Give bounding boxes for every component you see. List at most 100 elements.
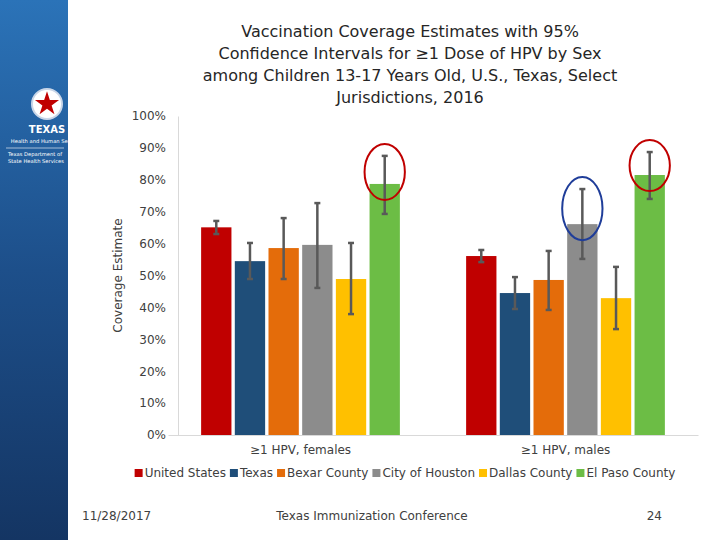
y-tick: 60%	[139, 237, 178, 251]
series	[268, 218, 563, 435]
bar	[466, 256, 496, 435]
legend-item: Bexar County	[277, 466, 368, 480]
series	[370, 152, 665, 435]
highlight-ellipse	[365, 144, 405, 200]
error-bar-cap	[247, 242, 253, 245]
x-axis-line	[169, 435, 699, 436]
y-axis: 0% 10% 20% 30% 40% 50% 60% 70% 80% 90% 100%	[132, 109, 179, 442]
y-tick: 20%	[139, 365, 178, 379]
logo: TEXAS Health and Human Services Texas Depa…	[6, 89, 83, 164]
legend-swatch	[372, 469, 380, 477]
error-bar	[579, 189, 585, 259]
error-bar-cap	[281, 278, 287, 281]
series	[302, 189, 597, 435]
x-axis: ≥1 HPV, females ≥1 HPV, males	[169, 435, 699, 457]
logo-agency: Health and Human Services	[11, 138, 84, 144]
error-bar-cap	[613, 328, 619, 331]
error-bar-stem	[547, 251, 550, 310]
legend-item: Texas	[230, 466, 273, 480]
error-bar-cap	[213, 220, 219, 223]
legend-swatch	[576, 469, 584, 477]
legend-swatch	[277, 469, 285, 477]
y-axis-line	[178, 117, 179, 436]
error-bar-stem	[514, 277, 517, 309]
y-tick: 30%	[139, 333, 178, 347]
error-bar-cap	[314, 202, 320, 205]
error-bar	[314, 203, 320, 288]
error-bar-cap	[579, 188, 585, 191]
legend-label: Bexar County	[287, 466, 368, 480]
error-bar	[512, 277, 518, 309]
error-bar-cap	[382, 155, 388, 158]
y-tick: 50%	[139, 269, 178, 283]
error-bar-stem	[249, 243, 252, 279]
page-number: 24	[647, 509, 662, 523]
error-bar-cap	[314, 287, 320, 290]
bar	[370, 184, 400, 435]
logo-rule	[6, 148, 64, 149]
error-bar-stem	[383, 156, 386, 214]
y-tick: 80%	[139, 173, 178, 187]
bar	[235, 261, 265, 435]
legend-label: City of Houston	[382, 466, 475, 480]
error-bar-stem	[215, 221, 218, 234]
legend-label: El Paso County	[586, 466, 675, 480]
y-tick-label: 70%	[139, 205, 166, 219]
legend-item: Dallas County	[479, 466, 572, 480]
bar	[201, 227, 231, 435]
bar	[635, 175, 665, 435]
logo-star	[35, 91, 59, 114]
y-tick-label: 40%	[139, 301, 166, 315]
error-bar	[546, 251, 552, 310]
y-tick: 40%	[139, 301, 178, 315]
y-tick: 10%	[139, 396, 178, 410]
error-bar-stem	[480, 250, 483, 262]
footer-event: Texas Immunization Conference	[275, 509, 467, 523]
y-tick-label: 80%	[139, 173, 166, 187]
legend-swatch	[230, 469, 238, 477]
error-bar	[613, 267, 619, 329]
logo-department: Texas Department ofState Health Services	[7, 151, 64, 164]
legend-label: Texas	[239, 466, 273, 480]
legend-label: Dallas County	[489, 466, 572, 480]
error-bar	[213, 221, 219, 234]
error-bar-cap	[348, 313, 354, 316]
chart-title: Vaccination Coverage Estimates with 95%C…	[203, 22, 617, 107]
legend-swatch	[479, 469, 487, 477]
error-bar-stem	[581, 189, 584, 259]
y-tick-label: 60%	[139, 237, 166, 251]
legend-label: United States	[145, 466, 226, 480]
highlights	[365, 140, 670, 240]
error-bar-cap	[213, 233, 219, 236]
slide: TEXAS Health and Human Services Texas Depa…	[0, 0, 720, 540]
highlight-ellipse	[630, 140, 670, 191]
error-bar	[281, 218, 287, 279]
legend: United States Texas Bexar County City of Ho…	[135, 466, 676, 480]
error-bar-cap	[512, 276, 518, 279]
x-tick: ≥1 HPV, females	[250, 435, 351, 457]
y-axis-title: Coverage Estimate	[111, 218, 125, 332]
y-tick-label: 100%	[132, 109, 166, 123]
error-bar-stem	[350, 243, 353, 314]
y-tick: 70%	[139, 205, 178, 219]
error-bar-cap	[647, 198, 653, 201]
y-tick-label: 0%	[147, 428, 166, 442]
x-tick: ≥1 HPV, males	[521, 435, 611, 457]
y-tick: 90%	[139, 141, 178, 155]
y-tick-label: 90%	[139, 141, 166, 155]
logo-name: TEXAS	[29, 124, 65, 135]
error-bar-cap	[382, 213, 388, 216]
bar	[500, 293, 530, 435]
side-panel	[0, 0, 68, 540]
y-tick-label: 20%	[139, 365, 166, 379]
error-bar-stem	[316, 203, 319, 288]
error-bar-cap	[647, 151, 653, 154]
plot-marks	[201, 152, 665, 435]
x-tick-label: ≥1 HPV, males	[521, 443, 611, 457]
x-tick-label: ≥1 HPV, females	[250, 443, 351, 457]
error-bar-cap	[247, 278, 253, 281]
error-bar-stem	[282, 218, 285, 279]
highlight-ellipse	[562, 177, 602, 240]
legend-swatch	[135, 469, 143, 477]
error-bar-cap	[512, 308, 518, 311]
